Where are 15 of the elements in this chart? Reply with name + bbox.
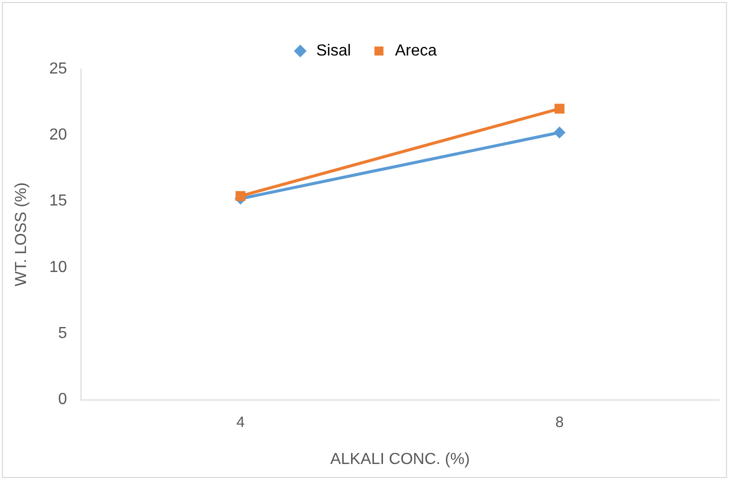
point [236,191,246,201]
y-tick-label: 25 [49,60,68,78]
y-tick-label: 10 [49,258,68,276]
legend-label: Areca [394,42,437,60]
y-tick-label: 20 [49,126,68,144]
point [554,104,564,114]
x-tick-label: 8 [555,414,564,431]
x-tick-label: 4 [236,414,245,431]
x-axis-title: ALKALI CONC. (%) [330,450,470,468]
y-axis-title: WT. LOSS (%) [13,182,30,286]
y-tick-label: 15 [49,192,68,210]
legend-label: Sisal [316,42,351,60]
point [554,126,566,139]
y-tick-label: 5 [58,325,68,342]
y-tick-label: 0 [58,391,68,408]
